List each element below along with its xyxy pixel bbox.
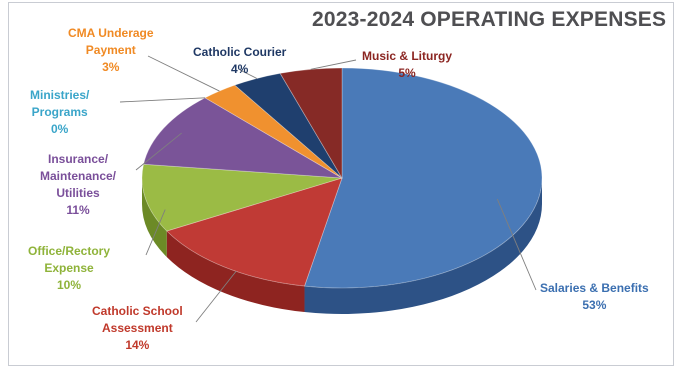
- slice-label-name-line2: Payment: [85, 43, 136, 57]
- slice-label-name: Office/Rectory: [28, 244, 111, 258]
- slice-label-percent: 4%: [231, 62, 249, 76]
- slice-label-name: Ministries/: [30, 88, 90, 102]
- slice-label-office-rectory: Office/Rectory Expense 10%: [28, 243, 110, 294]
- slice-label-cma-underage: CMA Underage Payment 3%: [68, 25, 154, 76]
- leader-lines: [119, 55, 537, 323]
- slice-label-name: CMA Underage: [68, 26, 154, 40]
- pie-slice-insurance-maintenance-utilities: [143, 97, 343, 179]
- slice-label-name-line2: Programs: [31, 105, 88, 119]
- pie-top-layer: [141, 67, 543, 289]
- slice-label-ministries-programs: Ministries/ Programs 0%: [30, 87, 89, 138]
- pie-slice-catholic-courier: [234, 72, 343, 179]
- slice-label-percent: 5%: [398, 66, 416, 80]
- slice-label-name: Catholic Courier: [193, 45, 287, 59]
- pie-slice-side: [304, 178, 542, 314]
- pie-slice-side: [142, 178, 167, 257]
- slice-label-name: Music & Liturgy: [362, 49, 453, 63]
- chart-title: 2023-2024 OPERATING EXPENSES: [312, 8, 667, 31]
- slice-label-name: Insurance/: [48, 152, 109, 166]
- leader-line: [195, 270, 237, 323]
- pie-slice-salaries-benefits: [303, 67, 543, 289]
- slice-label-percent: 3%: [102, 60, 120, 74]
- slice-label-name-line3: Utilities: [56, 186, 100, 200]
- slice-label-catholic-school-assessment: Catholic School Assessment 14%: [92, 303, 183, 354]
- slice-label-music-liturgy: Music & Liturgy 5%: [362, 48, 452, 82]
- pie-slice-cma-underage-payment: [204, 84, 343, 179]
- leader-line: [119, 97, 206, 103]
- slice-label-name: Catholic School: [92, 304, 183, 318]
- pie-slice-office-rectory-expense: [141, 163, 343, 232]
- slice-label-name: Salaries & Benefits: [540, 281, 649, 295]
- slice-label-percent: 10%: [57, 278, 82, 292]
- slice-label-percent: 14%: [125, 338, 150, 352]
- leader-line: [147, 55, 220, 92]
- slice-label-salaries-benefits: Salaries & Benefits 53%: [540, 280, 649, 314]
- slice-label-name-line2: Expense: [44, 261, 94, 275]
- leader-line: [145, 209, 166, 256]
- slice-label-percent: 53%: [582, 298, 607, 312]
- leader-line: [496, 198, 537, 291]
- pie-slice-catholic-school-assessment: [165, 177, 343, 287]
- slice-label-name-line2: Maintenance/: [40, 169, 117, 183]
- leader-line: [239, 69, 258, 79]
- leader-line: [135, 132, 182, 171]
- slice-label-percent: 0%: [51, 122, 69, 136]
- slice-label-insurance-maintenance: Insurance/ Maintenance/ Utilities 11%: [40, 151, 116, 219]
- slice-label-catholic-courier: Catholic Courier 4%: [193, 44, 286, 78]
- slice-label-name-line2: Assessment: [101, 321, 173, 335]
- leader-line: [310, 59, 357, 70]
- slice-label-percent: 11%: [66, 203, 90, 217]
